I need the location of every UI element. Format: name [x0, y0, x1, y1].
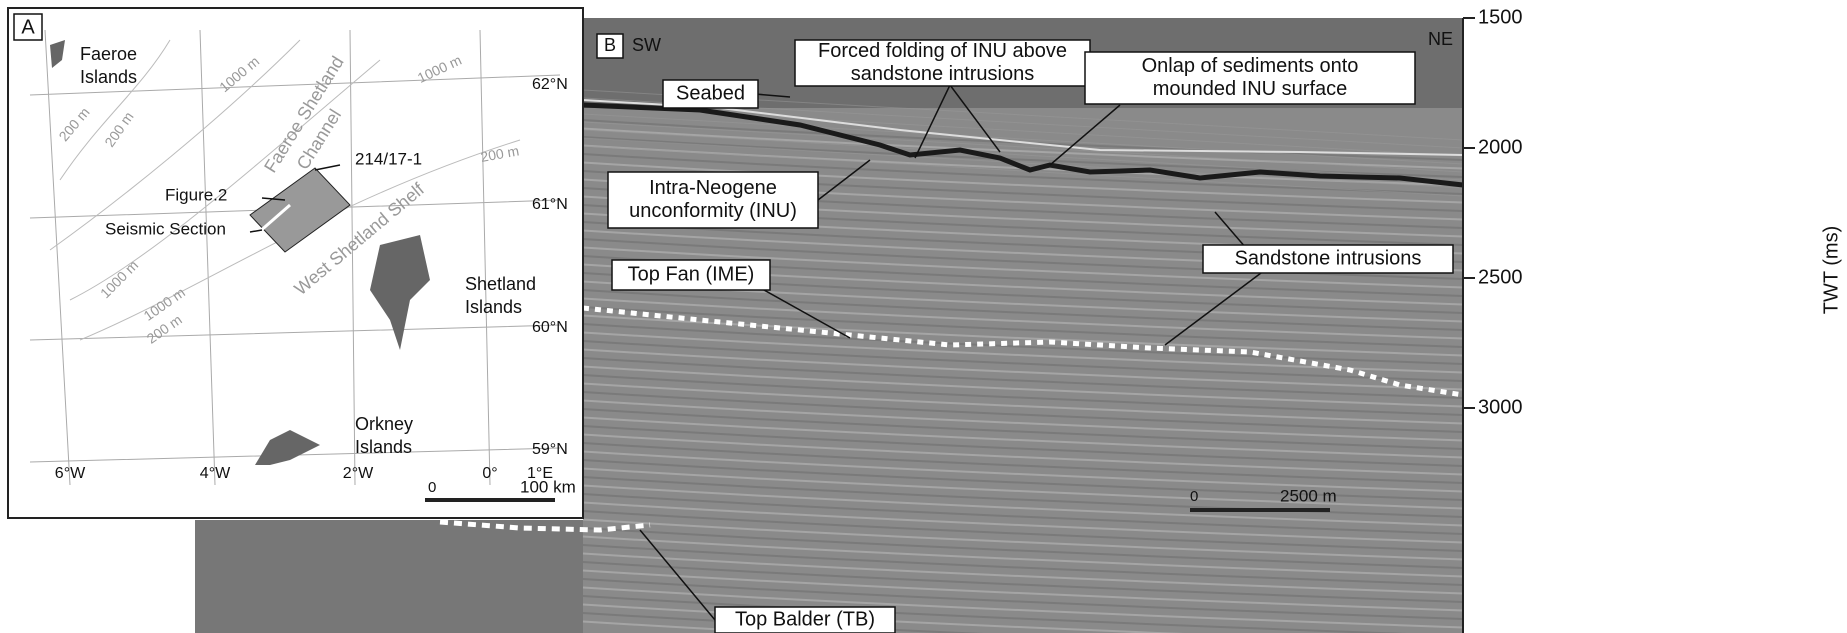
- lat-label: 59°N: [532, 441, 568, 458]
- lon-label: 2°W: [343, 465, 374, 482]
- annotation: Sandstone intrusions: [1235, 247, 1422, 269]
- panel-label: A: [21, 16, 35, 38]
- section-label: Seismic Section: [105, 219, 226, 238]
- well-label: 214/17-1: [355, 149, 422, 168]
- annotation: Top Balder (TB): [735, 608, 875, 630]
- annotation: unconformity (INU): [629, 200, 797, 222]
- scale-label: 0: [428, 479, 436, 496]
- panel-label: B: [604, 35, 616, 55]
- place-label: Shetland: [465, 274, 536, 294]
- annotation: Forced folding of INU above: [818, 40, 1067, 62]
- annotation: Top Fan (IME): [628, 263, 755, 285]
- direction-label: SW: [632, 35, 661, 55]
- tick-label: 2000: [1478, 136, 1523, 158]
- lon-label: 4°W: [200, 465, 231, 482]
- scale-label: 0: [1190, 488, 1198, 505]
- figure-label: Figure.2: [165, 185, 227, 204]
- scale-label: 100 km: [520, 477, 576, 496]
- figure: A Faeroe Islands Shetland Islands Orkney Islan…: [0, 0, 1847, 633]
- annotation: Intra-Neogene: [649, 177, 777, 199]
- scale-label: 2500 m: [1280, 486, 1337, 505]
- page: {"panel_a": {"label": "A", "places": [["…: [0, 0, 1847, 633]
- lon-label: 0°: [482, 465, 497, 482]
- place-label: Islands: [80, 67, 137, 87]
- lat-label: 61°N: [532, 196, 568, 213]
- lat-label: 60°N: [532, 319, 568, 336]
- annotation: mounded INU surface: [1153, 78, 1348, 100]
- place-label: Orkney: [355, 414, 413, 434]
- annotation: Seabed: [676, 82, 745, 104]
- tick-label: 3000: [1478, 396, 1523, 418]
- annotation: Onlap of sediments onto: [1142, 55, 1359, 77]
- direction-label: NE: [1428, 29, 1453, 49]
- tick-label: 1500: [1478, 6, 1523, 28]
- place-label: Islands: [465, 297, 522, 317]
- axis-title: TWT (ms): [1820, 226, 1842, 315]
- tick-label: 2500: [1478, 266, 1523, 288]
- seismic-underlay: [195, 520, 595, 633]
- place-label: Islands: [355, 437, 412, 457]
- annotation: sandstone intrusions: [851, 63, 1034, 85]
- lat-label: 62°N: [532, 76, 568, 93]
- lon-label: 6°W: [55, 465, 86, 482]
- place-label: Faeroe: [80, 44, 137, 64]
